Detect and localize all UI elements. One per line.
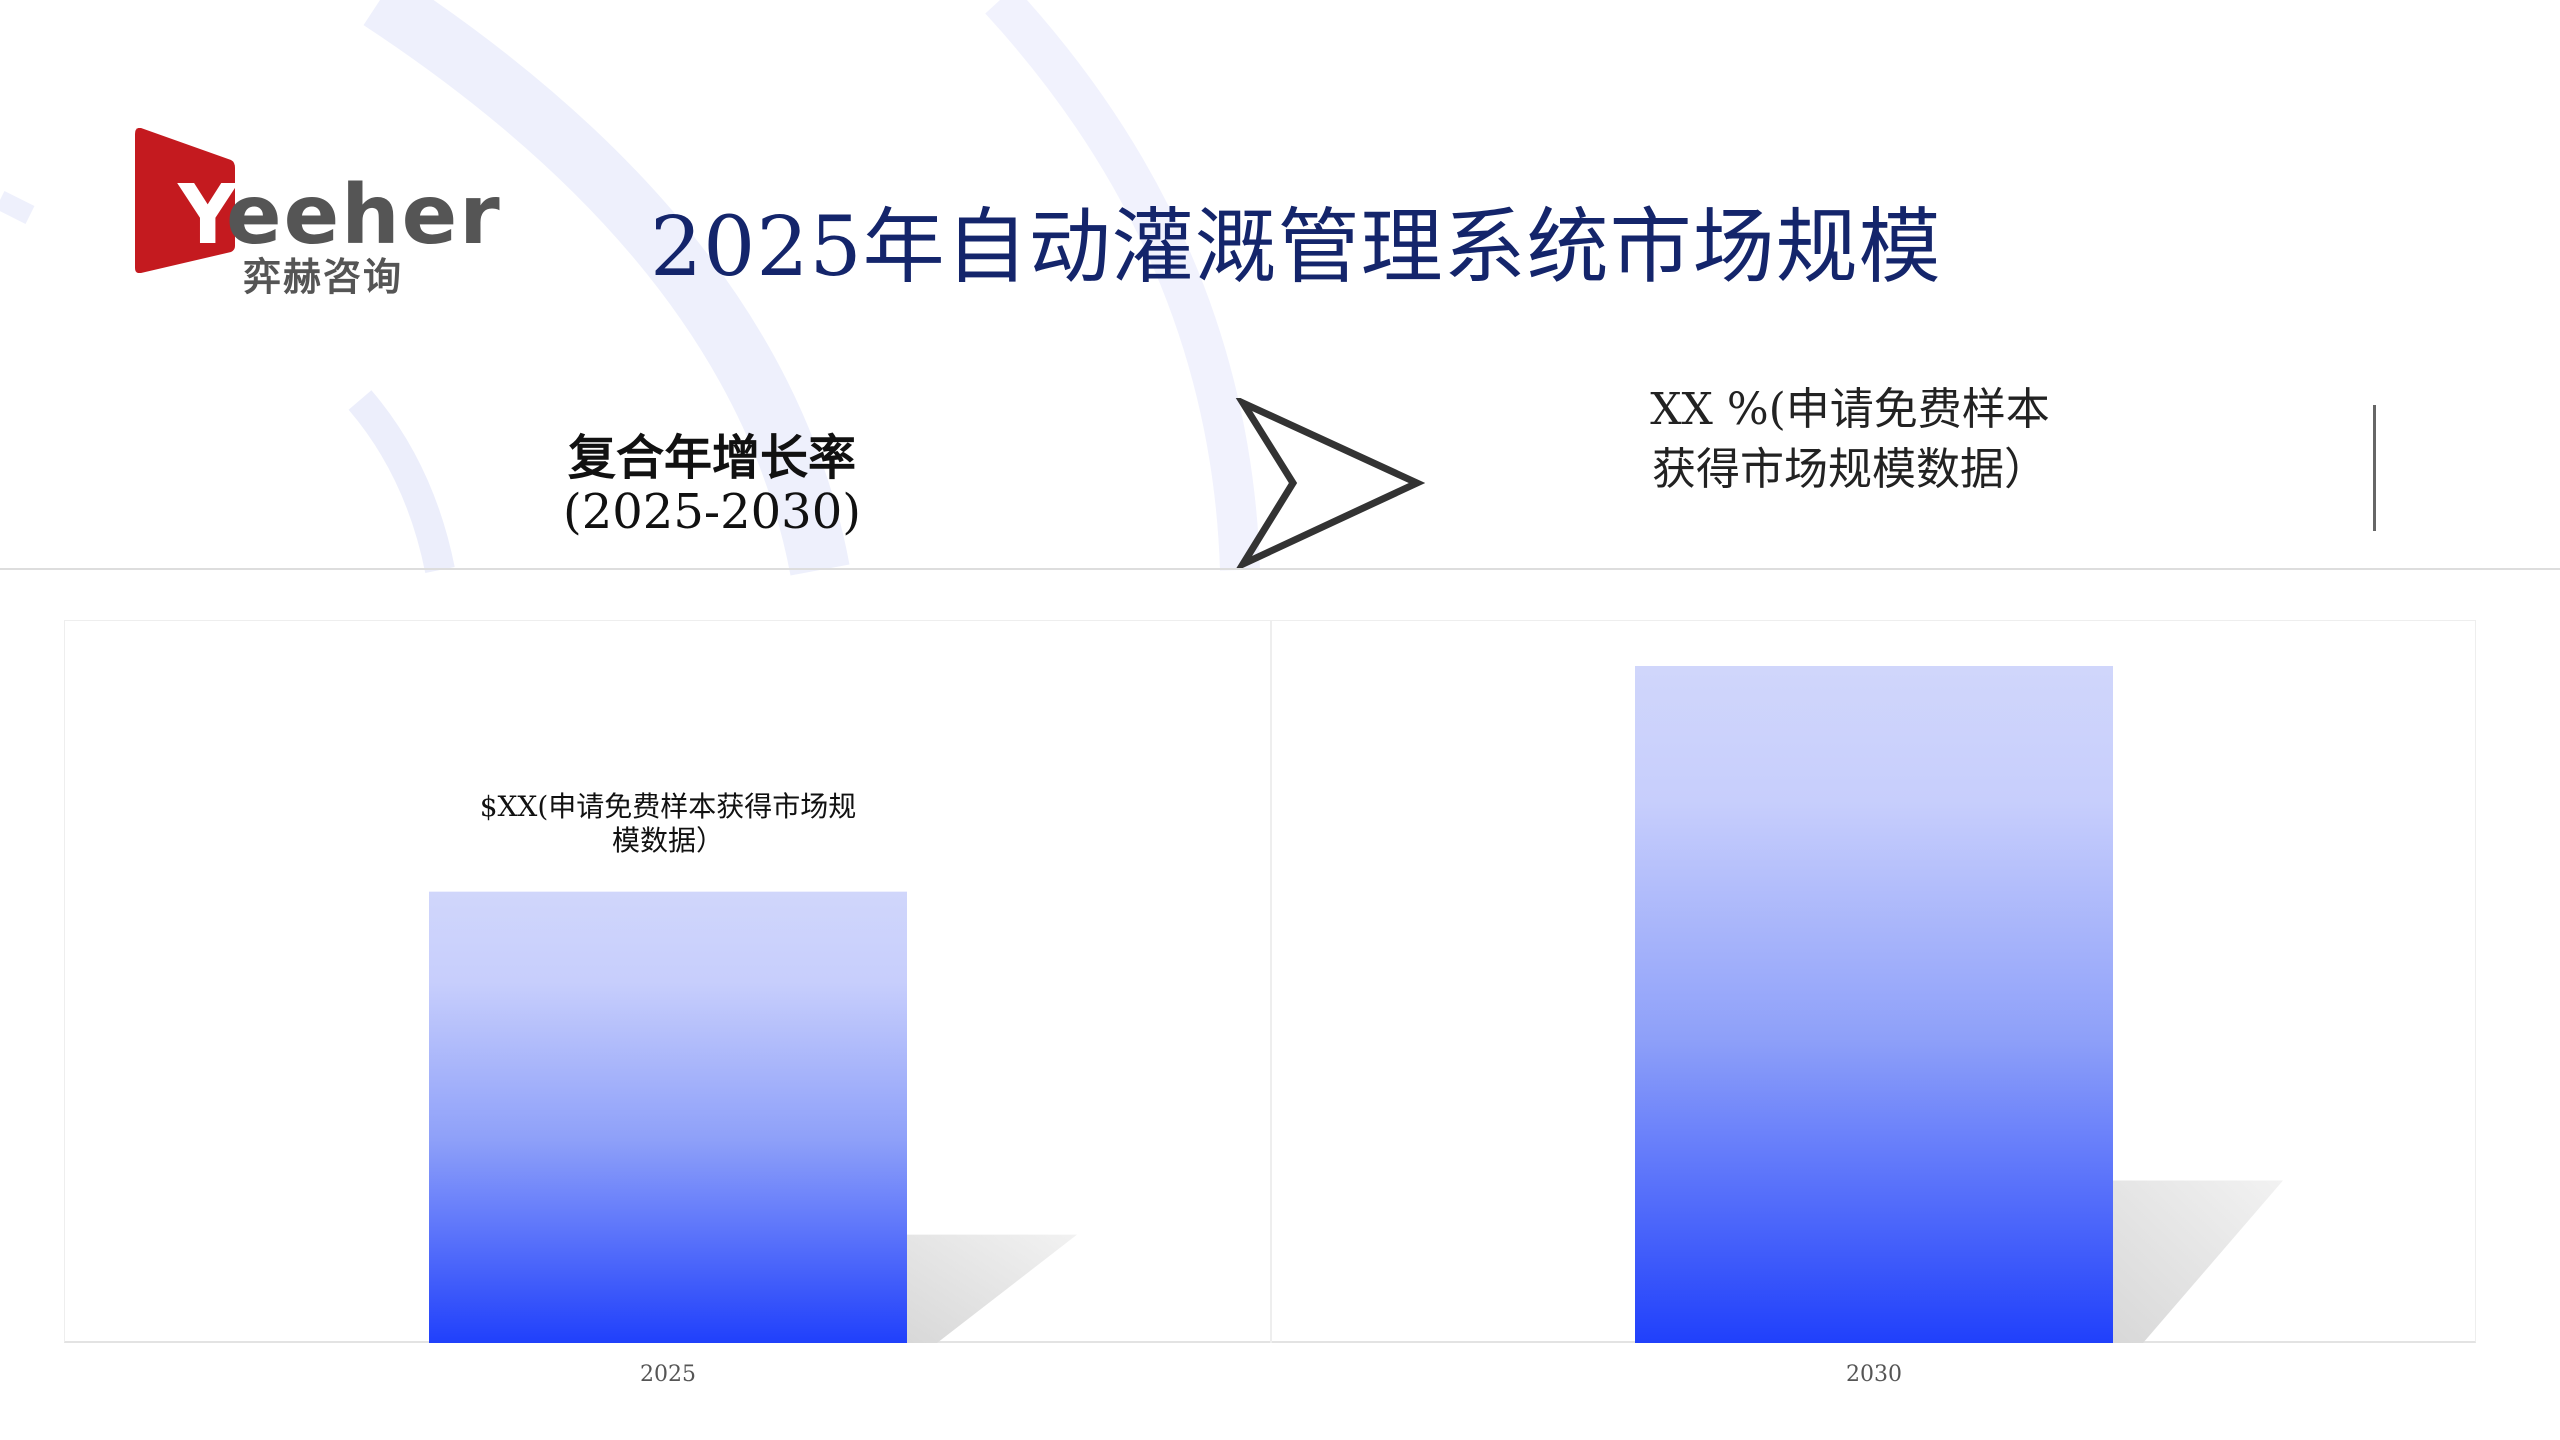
bar-shadow-2025	[907, 1234, 1077, 1343]
logo-mark	[135, 128, 235, 273]
cagr-value-line2: 获得市场规模数据）	[1652, 444, 2048, 495]
chevron-right-arrow-icon	[1235, 398, 1425, 570]
horizontal-divider	[0, 568, 2560, 570]
cagr-period: (2025-2030)	[563, 484, 861, 540]
bar-2030	[1635, 666, 2113, 1343]
x-tick-label-2025: 2025	[640, 1362, 696, 1387]
bar-shadow-2030	[2113, 1180, 2283, 1343]
data-label-line1: $XX(申请免费样本获得市场规	[479, 790, 857, 823]
logo-text-cn: 弈赫咨询	[243, 255, 404, 299]
page-title: 2025年自动灌溉管理系统市场规模	[650, 200, 1942, 295]
data-label-line2: 模数据）	[611, 824, 724, 857]
data-label-2025: $XX(申请免费样本获得市场规 模数据）	[458, 790, 878, 858]
cagr-value-line1: XX %(申请免费样本	[1650, 384, 2050, 435]
chart-divider	[1270, 620, 1272, 1343]
cagr-value: XX %(申请免费样本 获得市场规模数据）	[1600, 380, 2100, 500]
vertical-divider	[2373, 405, 2376, 531]
logo-text-rest: eeher	[226, 168, 502, 263]
bar-2025	[429, 891, 907, 1343]
cagr-label: 复合年增长率	[567, 430, 856, 486]
logo-text-first: Y	[178, 168, 238, 263]
x-tick-label-2030: 2030	[1846, 1362, 1902, 1387]
